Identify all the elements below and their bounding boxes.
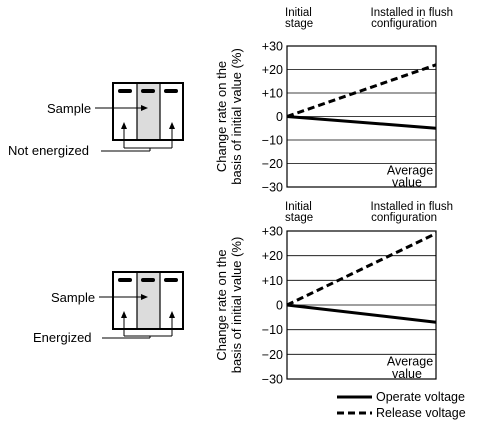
relay-terminal	[164, 89, 178, 93]
y-tick-label: −30	[262, 373, 283, 387]
relay-terminal	[141, 278, 155, 282]
y-axis-label: Change rate on the	[214, 61, 229, 172]
relay-terminal	[141, 89, 155, 93]
series-operate-line	[286, 303, 437, 324]
relay-diagram-1: Sample Not energized	[8, 82, 184, 158]
annotation-value: value	[392, 175, 422, 189]
series-release-line	[286, 63, 437, 118]
x-label-initial: Initial	[285, 201, 312, 213]
x-label-installed: Installed in flush	[371, 7, 453, 19]
legend-release-label: Release voltage	[376, 406, 466, 420]
y-tick-label: +30	[262, 225, 283, 239]
arrow-up-icon	[169, 311, 175, 318]
sample-label: Sample	[47, 101, 91, 116]
x-label-initial: stage	[285, 18, 313, 30]
sample-relay	[137, 273, 160, 328]
y-tick-label: +30	[262, 40, 283, 54]
y-tick-label: 0	[276, 110, 283, 124]
relay-terminal	[118, 89, 132, 93]
y-tick-label: −20	[262, 157, 283, 171]
arrowhead-icon	[141, 105, 148, 111]
legend-operate-label: Operate voltage	[376, 390, 465, 404]
relay-diagram-2: Sample Energized	[33, 271, 184, 345]
y-tick-label: 0	[276, 299, 283, 313]
state-label: Energized	[33, 330, 92, 345]
x-label-initial: stage	[285, 212, 313, 224]
y-tick-label: +10	[262, 274, 283, 288]
arrow-up-icon	[121, 122, 127, 129]
x-label-initial: Initial	[285, 7, 312, 19]
sample-relay	[137, 84, 160, 139]
state-label: Not energized	[8, 143, 89, 158]
y-axis-label: basis of initial value (%)	[229, 48, 244, 185]
y-tick-label: −30	[262, 181, 283, 195]
y-tick-label: +20	[262, 249, 283, 263]
series-release-line	[286, 232, 437, 307]
relay-terminal	[118, 278, 132, 282]
arrow-up-icon	[121, 311, 127, 318]
y-tick-label: −20	[262, 348, 283, 362]
y-tick-label: −10	[262, 134, 283, 148]
arrow-up-icon	[169, 122, 175, 129]
annotation-average: Average	[387, 355, 433, 369]
y-axis-label: basis of initial value (%)	[229, 237, 244, 374]
relay-terminal	[164, 278, 178, 282]
y-tick-label: +20	[262, 63, 283, 77]
legend: Operate voltage Release voltage	[337, 390, 466, 420]
y-tick-label: +10	[262, 87, 283, 101]
y-tick-label: −10	[262, 323, 283, 337]
series-operate-line	[286, 115, 437, 130]
x-label-installed: configuration	[371, 18, 437, 30]
x-label-installed: Installed in flush	[371, 201, 453, 213]
annotation-value: value	[392, 367, 422, 381]
x-label-installed: configuration	[371, 212, 437, 224]
arrowhead-icon	[141, 294, 148, 300]
sample-label: Sample	[51, 290, 95, 305]
annotation-average: Average	[387, 164, 433, 178]
y-axis-label: Change rate on the	[214, 249, 229, 360]
